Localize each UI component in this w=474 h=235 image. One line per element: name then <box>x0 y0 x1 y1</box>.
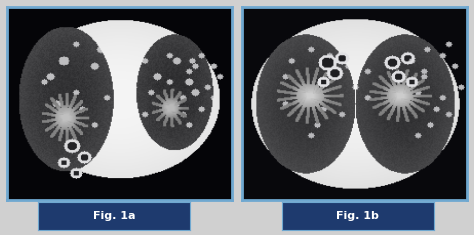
Text: Fig. 1a: Fig. 1a <box>92 211 135 221</box>
Text: Fig. 1b: Fig. 1b <box>337 211 379 221</box>
